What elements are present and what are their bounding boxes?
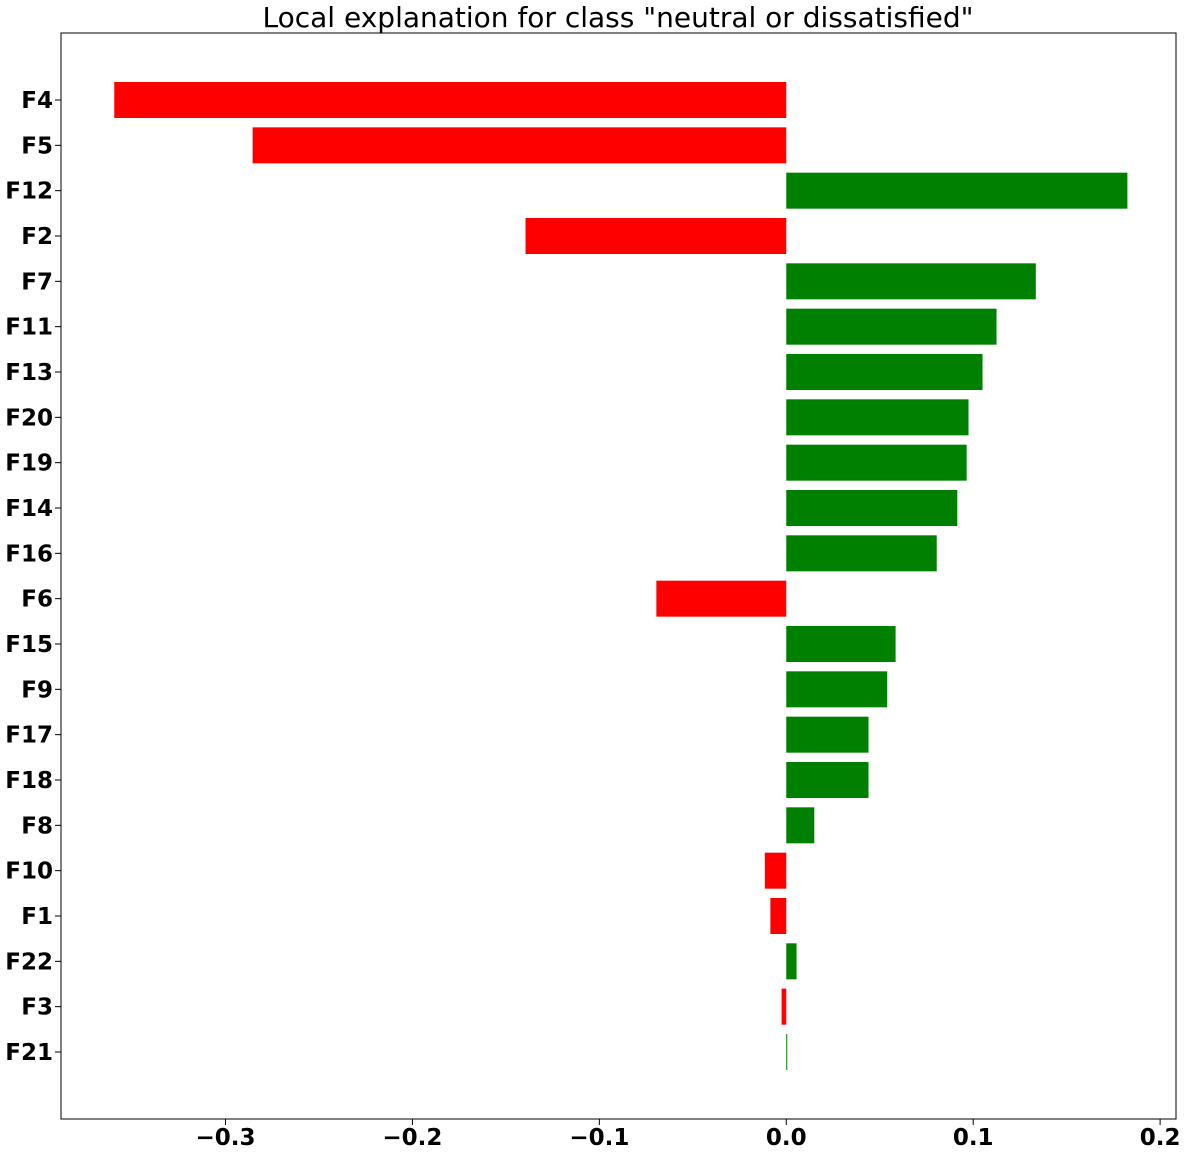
bar-f2 <box>525 218 787 254</box>
y-tick-label: F18 <box>5 768 53 794</box>
y-tick-label: F3 <box>21 995 53 1021</box>
bar-f10 <box>764 852 787 889</box>
y-tick-label: F9 <box>21 677 53 703</box>
bar-f4 <box>114 82 787 118</box>
y-tick-label: F4 <box>21 88 53 114</box>
x-tick-label: −0.1 <box>569 1125 629 1151</box>
y-tick-label: F14 <box>5 496 53 522</box>
bar-f3 <box>781 988 787 1025</box>
x-tick-label: 0.0 <box>766 1125 807 1151</box>
bar-f1 <box>770 897 787 934</box>
bar-f6 <box>656 580 787 617</box>
y-tick-label: F12 <box>5 179 53 205</box>
y-tick-label: F6 <box>21 587 53 613</box>
x-axis: −0.3 −0.2 −0.1 0.0 0.1 0.2 <box>195 1119 1180 1151</box>
y-tick-label: F20 <box>5 405 53 431</box>
bar-f11 <box>786 308 997 345</box>
bar-f17 <box>786 716 869 753</box>
bar-f13 <box>786 354 983 390</box>
y-tick-label: F21 <box>5 1040 53 1066</box>
y-tick-label: F10 <box>5 859 53 885</box>
y-tick-label: F2 <box>21 224 53 250</box>
y-tick-label: F19 <box>5 451 53 477</box>
x-tick-label: 0.2 <box>1140 1125 1181 1151</box>
bar-f9 <box>786 671 888 708</box>
y-tick-label: F7 <box>21 269 53 295</box>
y-axis: F4 F5 F12 F2 F7 F11 F13 F20 F19 F14 F16 F6 F15 F9 F17 F… <box>5 88 61 1066</box>
x-tick-label: −0.3 <box>195 1125 255 1151</box>
bar-f20 <box>786 399 969 436</box>
y-tick-label: F17 <box>5 723 53 749</box>
bar-f7 <box>786 263 1036 300</box>
y-tick-label: F22 <box>5 949 53 975</box>
y-tick-label: F1 <box>21 904 53 930</box>
y-tick-label: F15 <box>5 632 53 658</box>
bar-f16 <box>786 535 937 572</box>
bar-f21 <box>786 1033 788 1070</box>
bar-f14 <box>786 490 958 526</box>
bar-f12 <box>786 172 1128 209</box>
y-tick-label: F16 <box>5 541 53 567</box>
chart-title: Local explanation for class "neutral or … <box>263 1 974 34</box>
bar-f15 <box>786 626 896 662</box>
y-tick-label: F11 <box>5 315 53 341</box>
bars-group <box>114 82 1128 1070</box>
y-tick-label: F13 <box>5 360 53 386</box>
bar-f22 <box>786 943 797 980</box>
bar-f8 <box>786 807 815 844</box>
bar-f5 <box>252 127 787 164</box>
bar-f18 <box>786 762 869 798</box>
y-tick-label: F8 <box>21 813 53 839</box>
x-tick-label: 0.1 <box>953 1125 994 1151</box>
bar-f19 <box>786 444 967 481</box>
x-tick-label: −0.2 <box>382 1125 442 1151</box>
y-tick-label: F5 <box>21 133 53 159</box>
plot-frame <box>60 32 1177 1120</box>
